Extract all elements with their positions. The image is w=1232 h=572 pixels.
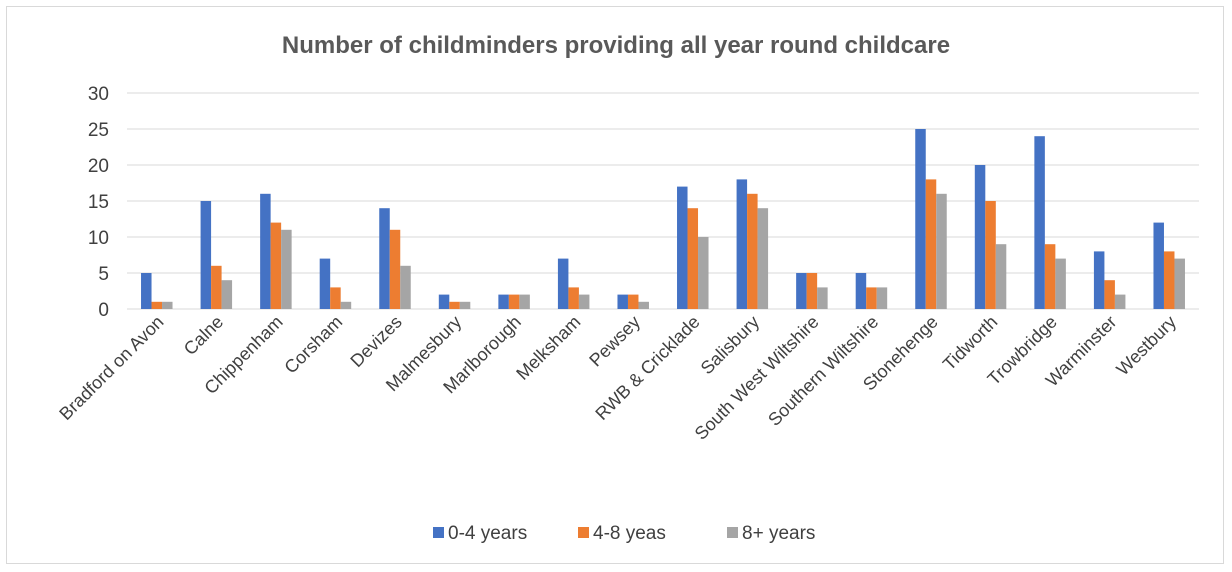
bar (1093, 251, 1105, 309)
bar (519, 294, 530, 309)
bar (557, 258, 569, 309)
bar (617, 294, 628, 309)
x-category-label: Devizes (346, 312, 405, 371)
bar (985, 201, 996, 309)
legend-swatch (433, 527, 444, 538)
x-category-label: Southern Wiltshire (764, 312, 882, 430)
bar (260, 193, 271, 309)
bar (1114, 294, 1126, 309)
bar (915, 129, 926, 309)
bar (389, 229, 401, 309)
y-tick-label: 10 (88, 228, 109, 249)
bar (757, 208, 769, 309)
x-category-label: Bradford on Avon (55, 312, 167, 424)
bar (200, 201, 212, 309)
legend-swatch (727, 527, 738, 538)
bar (459, 301, 471, 309)
legend: 0-4 years 4-8 yeas 8+ years (433, 523, 815, 544)
bar (866, 287, 877, 309)
bar (270, 222, 282, 309)
legend-swatch (578, 527, 589, 538)
bar (379, 208, 390, 309)
x-category-label: RWB & Cricklade (591, 312, 703, 424)
bar (578, 294, 590, 309)
y-tick-label: 20 (88, 156, 109, 177)
bar (449, 301, 460, 309)
y-tick-label: 5 (98, 264, 109, 285)
bar (698, 237, 709, 309)
x-category-label: Westbury (1112, 312, 1180, 380)
bar (1104, 280, 1115, 309)
bar (281, 229, 292, 309)
bar (1055, 258, 1066, 309)
bar (1044, 244, 1056, 309)
y-tick-label: 0 (98, 300, 109, 321)
chart-title: Number of childminders providing all yea… (282, 32, 950, 59)
bar (806, 273, 818, 309)
bar (817, 287, 828, 309)
bar (498, 294, 509, 309)
x-category-label: Melksham (512, 312, 584, 384)
bar (1163, 251, 1175, 309)
bar (1034, 136, 1045, 309)
x-category-label: Tidworth (939, 312, 1001, 374)
y-tick-label: 15 (88, 192, 109, 213)
bar (211, 265, 222, 309)
bar (747, 193, 758, 309)
x-category-label: Pewsey (585, 312, 644, 371)
legend-label: 8+ years (742, 523, 815, 544)
bar (508, 294, 520, 309)
bar (400, 265, 411, 309)
bar (151, 301, 163, 309)
bar (568, 287, 579, 309)
gridlines (127, 92, 1199, 310)
bar (162, 301, 173, 309)
bar (796, 273, 807, 309)
legend-label: 4-8 yeas (593, 523, 666, 544)
bar (221, 280, 233, 309)
bar (936, 193, 947, 309)
bars (141, 129, 1185, 309)
bar (876, 287, 888, 309)
bar (974, 165, 986, 309)
y-axis-ticks: 0 5 10 15 20 25 30 (88, 84, 109, 321)
bar (855, 273, 867, 309)
legend-label: 0-4 years (448, 523, 527, 544)
bar (995, 244, 1007, 309)
bar (925, 179, 937, 309)
bar (638, 301, 649, 309)
bar (1174, 258, 1185, 309)
x-category-label: Calne (180, 312, 227, 359)
bar (1153, 222, 1164, 309)
bar (330, 287, 341, 309)
bar (677, 186, 688, 309)
bar (141, 273, 152, 309)
bar (319, 258, 331, 309)
x-category-label: Corsham (280, 312, 346, 378)
bar (627, 294, 639, 309)
bar (340, 301, 352, 309)
chart-container: Number of childminders providing all yea… (6, 6, 1224, 564)
bar (687, 208, 699, 309)
bar (438, 294, 450, 309)
bar-chart: Number of childminders providing all yea… (55, 32, 1199, 544)
bar (736, 179, 748, 309)
y-tick-label: 30 (88, 84, 109, 105)
y-tick-label: 25 (88, 120, 109, 141)
